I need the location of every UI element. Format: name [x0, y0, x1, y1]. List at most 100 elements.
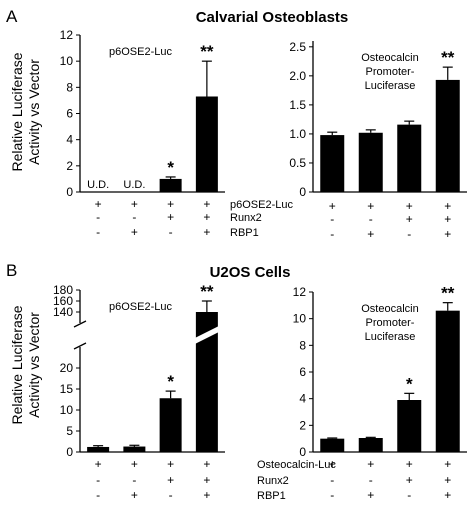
chart-2-condition-symbol: +	[167, 473, 174, 487]
chart-3-condition-symbol: +	[406, 473, 413, 487]
chart-1-inset-label: Luciferase	[365, 80, 416, 92]
chart-0-y-tick-label: 6	[66, 107, 73, 121]
panel-label-b: B	[6, 261, 17, 280]
chart-b-ylabel-line2: Activity vs Vector	[26, 312, 42, 418]
chart-0-bar	[195, 96, 218, 192]
chart-3-condition-symbol: +	[406, 457, 413, 471]
chart-1-condition-symbol: +	[444, 199, 451, 213]
chart-0-significance: *	[167, 158, 174, 177]
chart-3-y-tick-label: 10	[293, 312, 307, 326]
chart-2-y-tick-label: 0	[66, 445, 73, 459]
chart-2-y-tick-label: 15	[60, 382, 74, 396]
chart-3-row-label: Osteocalcin-Luc	[257, 459, 336, 471]
chart-1-condition-symbol: -	[330, 212, 334, 226]
chart-3-inset-label: Osteocalcin	[361, 303, 418, 315]
chart-b-title: U2OS Cells	[210, 264, 291, 281]
chart-2-y-tick-label: 140	[53, 305, 73, 319]
chart-a-ylabel-line1: Relative Luciferase	[9, 52, 25, 171]
chart-2-significance: **	[200, 282, 214, 301]
chart-3-bar	[435, 310, 460, 452]
chart-0-value-label: U.D.	[123, 179, 145, 191]
chart-3-inset-label: Luciferase	[365, 331, 416, 343]
chart-2-y-tick-label: 10	[60, 403, 74, 417]
chart-2-significance: *	[167, 372, 174, 391]
chart-3-y-tick-label: 2	[299, 418, 306, 432]
chart-2-condition-symbol: +	[131, 488, 138, 502]
chart-0-y-tick-label: 0	[66, 185, 73, 199]
chart-0-y-tick-label: 2	[66, 159, 73, 173]
chart-3-condition-symbol: -	[369, 473, 373, 487]
chart-0-condition-symbol: +	[131, 225, 138, 239]
chart-1-bar	[358, 132, 383, 192]
chart-1-y-tick-label: 2.0	[289, 69, 306, 83]
chart-3-condition-symbol: +	[367, 488, 374, 502]
chart-3-bar	[397, 400, 422, 452]
chart-2-y-tick-label: 5	[66, 424, 73, 438]
chart-0-condition-symbol: +	[203, 225, 210, 239]
chart-1-bar	[435, 79, 460, 192]
chart-2-bar	[159, 398, 182, 452]
chart-3-y-tick-label: 8	[299, 338, 306, 352]
chart-1-condition-symbol: -	[369, 212, 373, 226]
chart-2-bar	[123, 446, 146, 452]
chart-1-inset-label: Promoter-	[366, 66, 415, 78]
chart-3-y-tick-label: 4	[299, 392, 306, 406]
chart-1-y-tick-label: 1.0	[289, 127, 306, 141]
chart-2-condition-symbol: -	[169, 488, 173, 502]
chart-1-condition-symbol: +	[406, 212, 413, 226]
chart-1-condition-symbol: +	[329, 199, 336, 213]
chart-0-row-label: RBP1	[230, 227, 259, 239]
chart-0-condition-symbol: +	[203, 197, 210, 211]
chart-1-y-tick-label: 0.5	[289, 156, 306, 170]
chart-0-condition-symbol: -	[132, 210, 136, 224]
chart-3-condition-symbol: +	[329, 457, 336, 471]
chart-a-title: Calvarial Osteoblasts	[196, 9, 349, 26]
chart-3-condition-symbol: -	[407, 488, 411, 502]
chart-1-condition-symbol: +	[367, 227, 374, 241]
chart-3-condition-symbol: +	[444, 457, 451, 471]
chart-0-row-label: p6OSE2-Luc	[230, 199, 293, 211]
chart-1-significance: **	[441, 48, 455, 67]
chart-0-condition-symbol: -	[96, 210, 100, 224]
chart-2-bar	[195, 312, 218, 452]
chart-2-y-tick-label: 180	[53, 283, 73, 297]
chart-2-inset-label: p6OSE2-Luc	[109, 301, 172, 313]
chart-0-y-tick-label: 4	[66, 133, 73, 147]
chart-3-y-tick-label: 6	[299, 365, 306, 379]
chart-0-condition-symbol: +	[95, 197, 102, 211]
chart-0-significance: **	[200, 42, 214, 61]
chart-3-condition-symbol: +	[367, 457, 374, 471]
chart-0-condition-symbol: +	[131, 197, 138, 211]
chart-1-y-tick-label: 1.5	[289, 98, 306, 112]
chart-1-y-tick-label: 2.5	[289, 40, 306, 54]
chart-2-condition-symbol: +	[167, 457, 174, 471]
chart-3-condition-symbol: +	[444, 488, 451, 502]
chart-3-bar	[320, 438, 345, 452]
chart-2-condition-symbol: +	[203, 457, 210, 471]
chart-2-axis-break-mark	[73, 320, 87, 328]
chart-1-condition-symbol: -	[407, 227, 411, 241]
chart-1-bar	[397, 124, 422, 192]
chart-2-y-tick-label: 20	[60, 361, 74, 375]
chart-2-condition-symbol: +	[203, 488, 210, 502]
chart-1-bar	[320, 135, 345, 192]
chart-2-axis-break-mark	[73, 342, 87, 350]
chart-0-bar	[159, 178, 182, 192]
chart-2-condition-symbol: +	[203, 473, 210, 487]
chart-3-bar	[358, 438, 383, 452]
chart-a-ylabel-line2: Activity vs Vector	[26, 59, 42, 165]
chart-0-y-tick-label: 10	[60, 54, 74, 68]
chart-2-bar	[87, 446, 110, 452]
chart-3-y-tick-label: 0	[299, 445, 306, 459]
chart-2-condition-symbol: +	[131, 457, 138, 471]
chart-3-row-label: Runx2	[257, 475, 289, 487]
chart-1-condition-symbol: +	[444, 227, 451, 241]
chart-0-condition-symbol: +	[167, 197, 174, 211]
chart-2-y-tick-label: 160	[53, 294, 73, 308]
chart-3-condition-symbol: -	[330, 488, 334, 502]
chart-2-condition-symbol: -	[132, 473, 136, 487]
chart-3-condition-symbol: -	[330, 473, 334, 487]
chart-b-ylabel-line1: Relative Luciferase	[9, 305, 25, 424]
chart-3-row-label: RBP1	[257, 490, 286, 502]
